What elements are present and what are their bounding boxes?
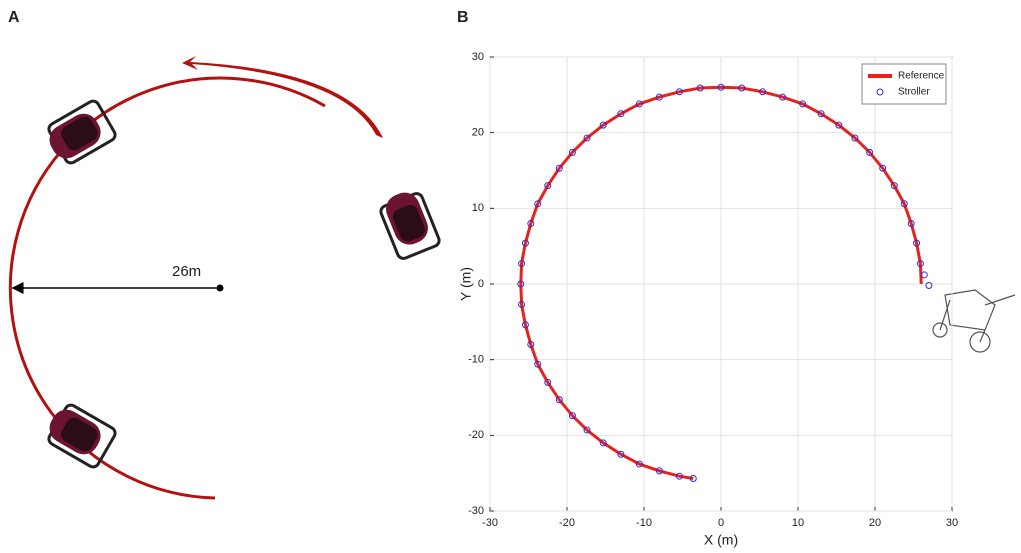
y-tick-label: 0	[478, 278, 484, 290]
y-tick-label: 30	[472, 51, 484, 63]
y-axis-title: Y (m)	[458, 267, 474, 301]
panel-label: A	[8, 9, 20, 26]
stroller-marker	[920, 271, 928, 279]
stroller-marker	[583, 426, 591, 434]
path-arc	[8, 76, 326, 500]
stroller-marker	[544, 182, 552, 190]
stroller-marker	[696, 84, 704, 92]
x-axis-title: X (m)	[704, 532, 738, 548]
stroller-marker	[675, 88, 683, 96]
stroller-icon	[375, 184, 443, 262]
stroller-marker	[568, 148, 576, 156]
stroller-marker	[518, 260, 526, 268]
reference-line	[519, 85, 923, 480]
y-tick-label: -30	[468, 505, 484, 517]
x-tick-label: -30	[482, 517, 498, 529]
stroller-sketch	[932, 289, 1016, 353]
x-tick-label: 10	[792, 517, 804, 529]
stroller-marker	[799, 100, 807, 108]
stroller-marker	[916, 260, 924, 268]
stroller-marker	[583, 134, 591, 142]
y-tick-label: 20	[472, 127, 484, 139]
stroller-marker	[635, 460, 643, 468]
x-tick-label: 30	[946, 517, 958, 529]
x-tick-label: 20	[869, 517, 881, 529]
stroller-marker	[925, 282, 933, 290]
stroller-marker	[544, 378, 552, 386]
stroller-marker	[759, 88, 767, 96]
x-tick-label: 0	[718, 517, 724, 529]
stroller-marker	[527, 341, 535, 349]
stroller-marker	[890, 182, 898, 190]
stroller-marker	[900, 200, 908, 208]
y-tick-label: 10	[472, 202, 484, 214]
stroller-marker	[527, 219, 535, 227]
stroller-marker	[555, 396, 563, 404]
stroller-marker	[675, 472, 683, 480]
stroller-marker	[655, 467, 663, 475]
stroller-marker	[851, 134, 859, 142]
radius-label: 26m	[172, 263, 201, 280]
stroller-marker	[521, 321, 529, 329]
stroller-icon	[40, 97, 119, 170]
legend-swatch	[876, 88, 884, 96]
stroller-marker	[689, 474, 697, 482]
stroller-marker	[779, 93, 787, 101]
diagram-a: 26m	[8, 56, 443, 500]
stroller-marker	[879, 164, 887, 172]
x-tick-label: -20	[559, 517, 575, 529]
legend-label: Stroller	[898, 87, 930, 98]
stroller-marker	[599, 439, 607, 447]
stroller-marker	[518, 300, 526, 308]
stroller-marker	[617, 110, 625, 118]
direction-arrow	[182, 56, 383, 138]
x-tick-label: -10	[636, 517, 652, 529]
stroller-marker	[617, 450, 625, 458]
y-tick-label: -20	[468, 429, 484, 441]
stroller-marker	[534, 200, 542, 208]
stroller-marker	[866, 148, 874, 156]
center-dot	[216, 284, 224, 292]
stroller-marker	[817, 110, 825, 118]
legend-label: Reference	[898, 71, 945, 82]
stroller-marker	[555, 164, 563, 172]
stroller-marker	[517, 280, 525, 288]
stroller-marker	[568, 412, 576, 420]
stroller-marker	[635, 100, 643, 108]
stroller-marker	[717, 83, 725, 91]
stroller-marker	[907, 219, 915, 227]
stroller-marker	[835, 121, 843, 129]
stroller-marker	[599, 121, 607, 129]
y-tick-label: -10	[468, 354, 484, 366]
stroller-marker	[738, 84, 746, 92]
legend-box	[861, 63, 947, 105]
stroller-marker	[655, 93, 663, 101]
stroller-marker	[913, 239, 921, 247]
panel-label: B	[457, 9, 469, 26]
stroller-marker	[521, 239, 529, 247]
stroller-marker	[534, 360, 542, 368]
stroller-icon	[40, 398, 119, 471]
